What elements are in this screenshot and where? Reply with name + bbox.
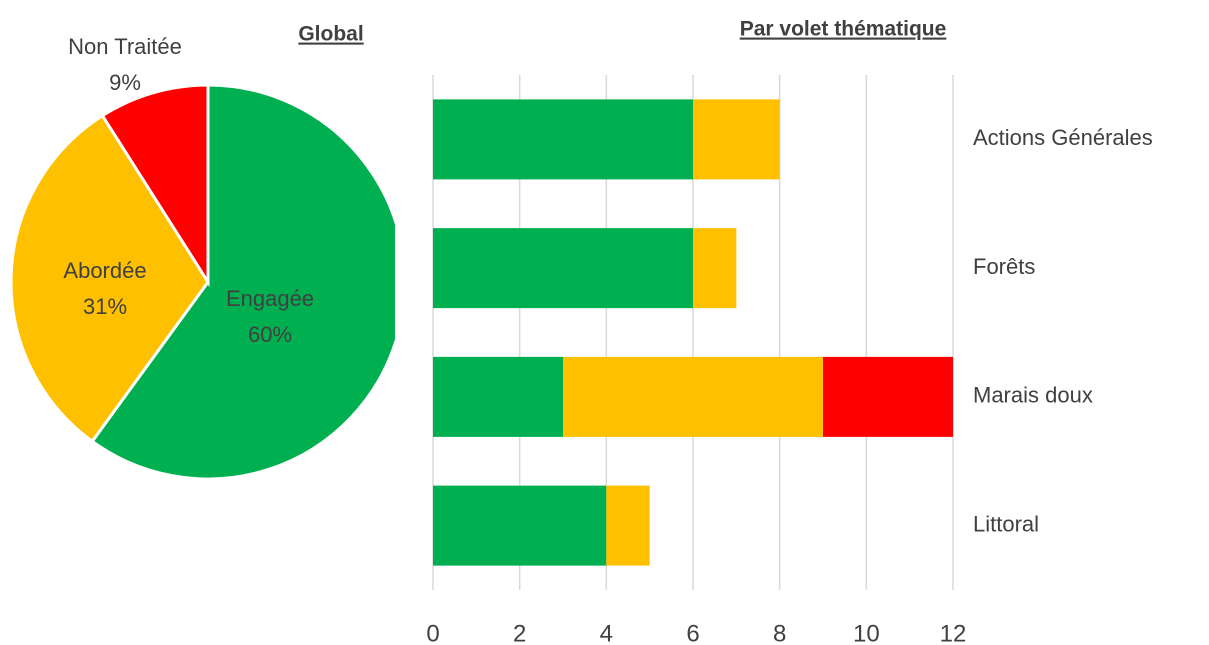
bar-segment — [433, 356, 563, 437]
pie-title: Global — [298, 23, 363, 46]
bar-segment — [606, 485, 650, 566]
slice-value: 9% — [109, 70, 141, 95]
x-tick-label: 12 — [940, 620, 967, 645]
x-tick-label: 8 — [773, 620, 786, 645]
bar-segment — [823, 356, 953, 437]
bar-segment — [693, 99, 780, 180]
category-label: Marais doux — [973, 383, 1093, 408]
pie-slice — [9, 113, 210, 444]
bar-segment — [693, 228, 737, 309]
pie-slice — [90, 83, 395, 481]
x-tick-label: 2 — [513, 620, 526, 645]
bar-segment — [433, 228, 693, 309]
pie-group — [9, 83, 395, 481]
slice-value: 60% — [248, 322, 292, 347]
x-tick-label: 4 — [600, 620, 613, 645]
slice-label: Abordée — [63, 258, 146, 283]
x-tick-label: 6 — [686, 620, 699, 645]
slice-label: Engagée — [226, 286, 314, 311]
slice-label: Non Traitée — [68, 34, 182, 59]
x-tick-label: 10 — [853, 620, 880, 645]
pie-slice — [100, 83, 210, 288]
bar-segment — [563, 356, 823, 437]
bar-title: Par volet thématique — [740, 18, 947, 41]
category-label: Littoral — [973, 511, 1039, 536]
slice-value: 31% — [83, 294, 127, 319]
bar-segment — [433, 99, 693, 180]
x-tick-label: 0 — [426, 620, 439, 645]
bar-segment — [433, 485, 607, 566]
category-label: Forêts — [973, 254, 1035, 279]
category-label: Actions Générales — [973, 125, 1153, 150]
